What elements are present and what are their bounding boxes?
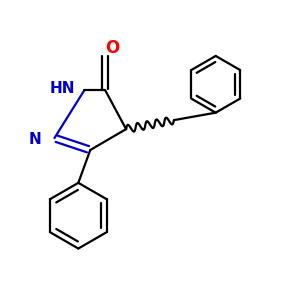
- Text: HN: HN: [49, 81, 75, 96]
- Text: N: N: [29, 132, 41, 147]
- Text: O: O: [106, 39, 120, 57]
